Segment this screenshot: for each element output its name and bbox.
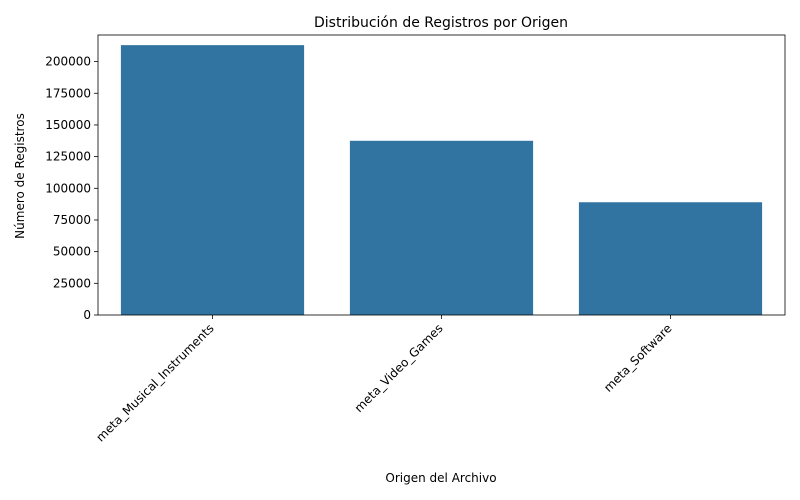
y-tick-label-5: 125000 [45,150,91,164]
x-axis: meta_Musical_Instruments meta_Video_Games… [93,315,675,444]
y-tick-label-4: 100000 [45,181,91,195]
x-axis-label: Origen del Archivo [385,471,496,485]
x-tick-label-1: meta_Video_Games [352,321,446,415]
bars-group [120,45,763,316]
x-tick-label-2: meta_Software [601,321,675,395]
y-tick-label-0: 0 [83,308,91,322]
y-tick-label-3: 75000 [53,213,91,227]
chart-title: Distribución de Registros por Origen [314,15,568,31]
y-tick-label-6: 150000 [45,118,91,132]
plot-frame [97,34,786,316]
y-axis-label: Número de Registros [13,113,27,239]
bar-1 [349,140,534,315]
y-axis: 0 25000 50000 75000 100000 125000 150000 175000… [45,55,98,322]
bar-0 [120,45,305,316]
bar-2 [578,202,763,315]
y-tick-label-7: 175000 [45,86,91,100]
y-tick-label-2: 50000 [53,245,91,259]
y-tick-label-1: 25000 [53,276,91,290]
x-tick-label-0: meta_Musical_Instruments [93,321,216,444]
y-tick-label-8: 200000 [45,55,91,69]
